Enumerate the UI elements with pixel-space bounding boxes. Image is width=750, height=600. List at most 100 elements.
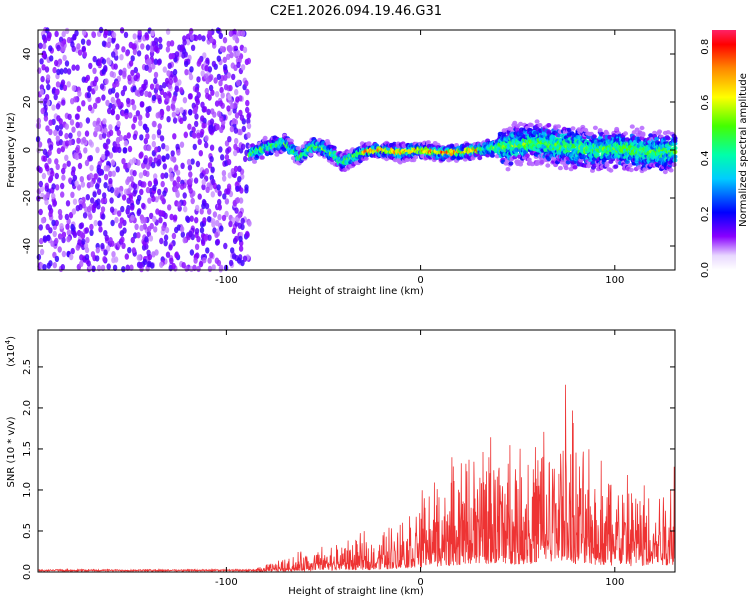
spectrogram-cell — [222, 175, 227, 182]
spectrogram-cell — [234, 112, 240, 119]
spectrogram-cell — [175, 107, 180, 115]
spectrogram-cell — [662, 169, 668, 175]
spectrogram-cell — [196, 91, 201, 99]
spectrogram-cell — [56, 44, 61, 52]
spectrogram-cell — [154, 146, 159, 153]
spectrogram-cell — [227, 172, 232, 179]
spectrogram-cell — [145, 186, 151, 194]
snr-y-ticks: 0.0 0.5 1.0 1.5 2.0 2.5 — [22, 359, 675, 580]
spectrogram-cell — [231, 253, 237, 260]
spectrogram-cell — [151, 133, 156, 141]
spectrogram-cell — [98, 168, 104, 175]
spectrogram-cell — [100, 197, 106, 205]
spectrogram-cell — [184, 60, 189, 67]
spectrogram-cell — [86, 260, 91, 267]
spectrogram-cell — [68, 139, 73, 146]
spectrogram-cell — [666, 145, 672, 151]
spectrogram-cell — [221, 170, 227, 177]
spectrogram-cell — [41, 64, 46, 71]
spectrogram-cell — [152, 215, 157, 223]
spectrogram-cell — [568, 166, 574, 172]
colorbar-tick-label: 0.0 — [700, 262, 711, 278]
spectrogram-cell — [101, 58, 107, 65]
spectrogram-cell — [69, 253, 74, 261]
spectrogram-cell — [138, 119, 143, 127]
spectrogram-cell — [92, 80, 97, 87]
spectrogram-cell — [528, 123, 534, 128]
spectrogram-cell — [583, 127, 589, 133]
spectrogram-cell — [566, 127, 572, 133]
spectrogram-cell — [107, 59, 112, 66]
spectrogram-cell — [39, 98, 44, 105]
spectrogram-cell — [87, 85, 92, 93]
spectrogram-cell — [115, 43, 120, 50]
spectrogram-cell — [49, 55, 54, 62]
spectrogram-cell — [41, 172, 47, 180]
spectrogram-cell — [262, 135, 268, 141]
spectrogram-cell — [199, 172, 204, 179]
spectrogram-cell — [207, 265, 213, 273]
spectrogram-cell — [132, 170, 137, 177]
spectrogram-cell — [241, 125, 246, 133]
spectrogram-cell — [58, 213, 63, 220]
snr-y-scale-base: (x10 — [6, 344, 17, 367]
spectrogram-cell — [171, 111, 177, 118]
spectrogram-cell — [242, 255, 248, 262]
spectrogram-cell — [97, 220, 102, 227]
spectrogram-cell — [92, 201, 98, 209]
spectrogram-cell — [134, 89, 140, 96]
spectrogram-cell — [196, 76, 201, 83]
spectrogram-cell — [60, 40, 65, 47]
spectrogram-cell — [211, 60, 217, 68]
spectrogram-cell — [95, 183, 100, 190]
spectrogram-cell — [127, 247, 132, 254]
spectrogram-cell — [154, 45, 159, 53]
spectrogram-cell — [503, 161, 509, 166]
spectrogram-cell — [223, 63, 228, 71]
spectrogram-cell — [120, 89, 126, 97]
spectrogram-cell — [210, 191, 215, 198]
spectrogram-cell — [118, 222, 123, 229]
spectrogram-cell — [43, 97, 48, 104]
spectrogram-cell — [53, 129, 58, 136]
spectrogram-cell — [244, 187, 249, 194]
spectrogram-cell — [204, 87, 209, 95]
spectrogram-cell — [145, 163, 151, 170]
spectrogram-cell — [174, 85, 179, 93]
spectrogram-cell — [152, 184, 157, 192]
spectrogram-cell — [98, 133, 104, 140]
spectrogram-cell — [194, 113, 199, 120]
spectrogram-cell — [123, 140, 129, 147]
spectrogram-cell — [103, 249, 108, 256]
spectrogram-cell — [82, 51, 88, 58]
spectrogram-cell — [103, 127, 108, 134]
spectrogram-cell — [76, 105, 82, 113]
spectrogram-cell — [250, 143, 256, 148]
spectrogram-cell — [42, 37, 48, 44]
spectrogram-cell — [157, 58, 162, 65]
spectrogram-cell — [216, 55, 221, 62]
spectrogram-cell — [89, 223, 94, 231]
snr-y-tick-label: 1.5 — [22, 441, 33, 457]
spectrogram-cell — [109, 206, 115, 213]
spectrogram-cell — [104, 143, 109, 151]
spectrogram-cell — [173, 214, 178, 221]
spectrogram-cell — [597, 128, 603, 133]
spectrogram-cell — [44, 66, 50, 73]
spectrogram-cell — [64, 60, 70, 67]
spectrogram-cell — [133, 66, 138, 74]
spectrogram-cell — [168, 244, 173, 251]
spectrogram-cell — [226, 158, 232, 166]
spectrogram-cell — [170, 52, 175, 60]
spectrogram-cell — [46, 83, 51, 91]
spectrogram-cell — [245, 99, 250, 107]
spectrogram-cell — [194, 217, 199, 224]
spectrogram-cell — [65, 223, 70, 230]
spectrogram-cell — [60, 264, 65, 271]
spectrogram-cell — [39, 185, 45, 193]
spectrogram-cell — [74, 180, 79, 187]
snr-x-ticks: -100 0 100 — [215, 330, 624, 588]
spectrogram-cell — [77, 162, 83, 170]
spectrogram-cell — [240, 30, 246, 37]
spectrogram-cell — [106, 138, 111, 145]
